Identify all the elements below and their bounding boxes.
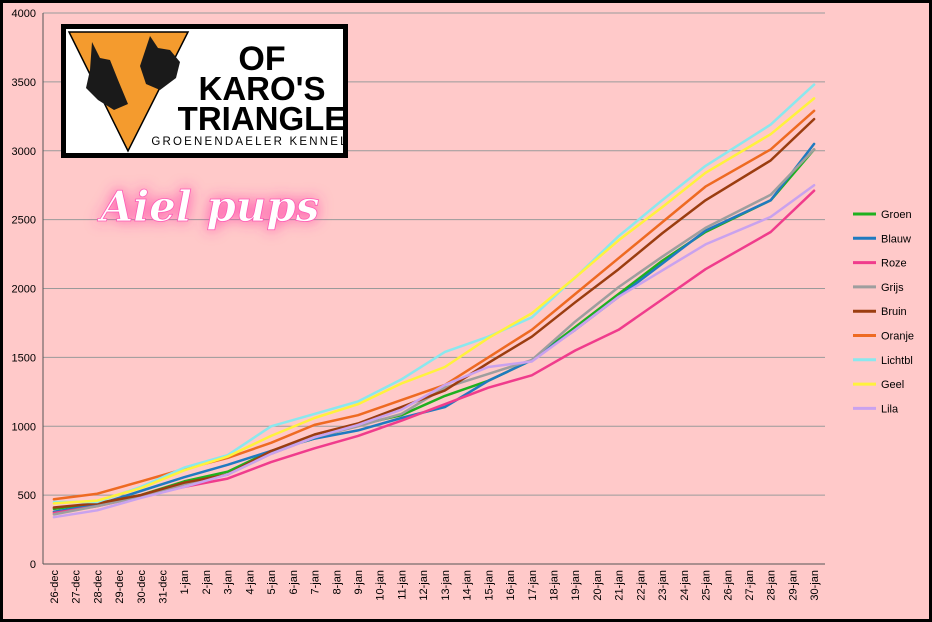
series-lines [52,83,816,519]
x-tick-label: 16-jan [505,570,517,601]
legend-label-bruin: Bruin [881,306,907,318]
x-tick-label: 28-jan [766,570,778,601]
x-tick-label: 4-jan [244,570,256,594]
logo-line-2: KARO'S [198,70,325,107]
x-tick-label: 1-jan [179,570,191,594]
x-tick-label: 6-jan [288,570,300,594]
y-tick-label: 2500 [12,215,36,227]
legend: Groen Blauw Roze Grijs Bruin Oranje Lichtbl Gee… [853,209,914,415]
x-tick-label: 18-jan [548,570,560,601]
series-line-lila [52,183,816,519]
x-tick-label: 11-jan [396,570,408,600]
legend-label-blauw: Blauw [881,233,911,245]
x-tick-label: 24-jan [679,570,691,601]
x-tick-label: 26-jan [722,570,734,601]
x-tick-label: 9-jan [353,570,365,594]
x-tick-label: 13-jan [440,570,452,601]
banner-title: Aiel pups [97,182,320,231]
x-tick-label: 3-jan [223,570,235,594]
legend-label-roze: Roze [881,258,907,270]
y-tick-label: 0 [30,559,36,571]
series-line-geel [52,97,816,505]
logo-line-1: OF [238,40,285,78]
x-tick-label: 26-dec [49,570,61,604]
y-tick-label: 2000 [12,284,36,296]
x-tick-label: 28-dec [92,570,104,604]
x-tick-label: 12-jan [418,570,430,601]
x-tick-label: 7-jan [310,570,322,594]
x-tick-label: 23-jan [657,570,669,601]
x-tick-label: 14-jan [462,570,474,601]
legend-label-groen: Groen [881,209,912,221]
x-tick-label: 5-jan [266,570,278,594]
x-tick-label: 8-jan [331,570,343,594]
dog-head-right-icon [140,36,180,90]
y-tick-label: 3500 [12,77,36,89]
y-tick-label: 1000 [12,421,36,433]
legend-label-lichtbl: Lichtbl [881,355,913,367]
logo-subtitle: GROENENDAELER KENNEL [151,136,348,148]
y-tick-label: 4000 [12,8,36,20]
x-tick-label: 27-dec [71,570,83,604]
x-tick-label: 10-jan [375,570,387,601]
x-tick-label: 31-dec [157,570,169,604]
legend-label-lila: Lila [881,403,899,415]
x-tick-label: 21-jan [614,570,626,601]
x-tick-label: 20-jan [592,570,604,601]
x-tick-label: 15-jan [483,570,495,601]
y-axis: 0 500 1000 1500 2000 2500 3000 3500 4000 [12,8,44,571]
legend-label-geel: Geel [881,379,904,391]
x-axis: 26-dec 27-dec 28-dec 29-dec 30-dec 31-dec 1-ja… [43,563,825,604]
x-tick-label: 27-jan [744,570,756,601]
x-tick-label: 17-jan [527,570,539,601]
series-line-grijs [52,148,816,516]
x-tick-label: 29-jan [787,570,799,601]
y-tick-label: 3000 [12,146,36,158]
series-line-lichtbl [52,83,816,504]
x-tick-label: 2-jan [201,570,213,594]
y-tick-label: 1500 [12,352,36,364]
banner-glow: Aiel pups [97,182,320,231]
x-tick-label: 30-dec [136,570,148,604]
x-tick-label: 22-jan [635,570,647,601]
x-tick-label: 25-jan [701,570,713,601]
x-tick-label: 29-dec [114,570,126,604]
x-tick-label: 30-jan [809,570,821,601]
legend-label-grijs: Grijs [881,282,904,294]
y-tick-label: 500 [18,490,36,502]
x-tick-label: 19-jan [570,570,582,601]
dog-head-left-icon [86,42,128,110]
logo-line-3: TRIANGLE [178,100,347,137]
kennel-logo: OF KARO'S TRIANGLE GROENENDAELER KENNEL [61,24,348,158]
legend-label-oranje: Oranje [881,331,914,343]
